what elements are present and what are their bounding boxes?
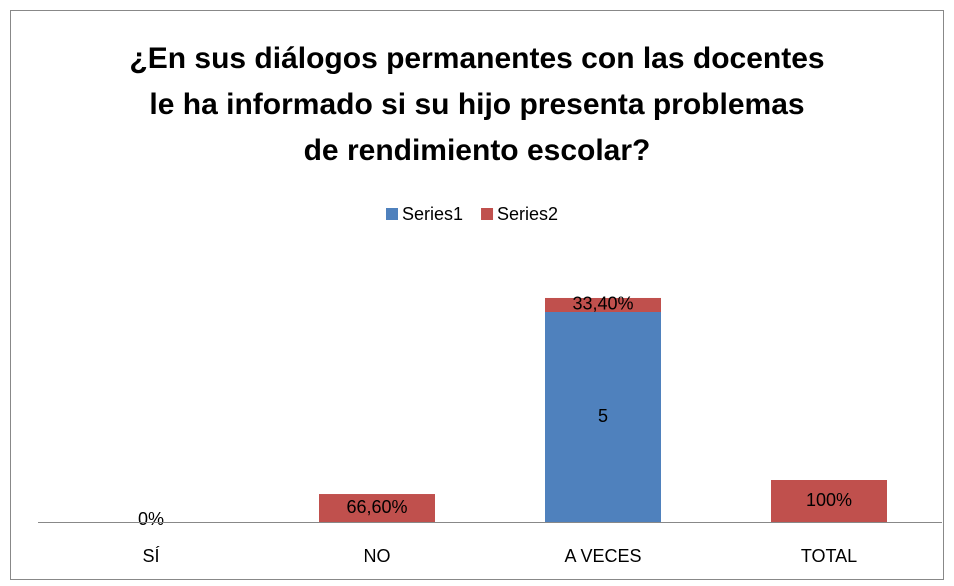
bar-segment [319, 494, 435, 522]
bar-segment [545, 297, 661, 312]
data-label: 100% [806, 490, 852, 510]
chart-title: ¿En sus diálogos permanentes con las doc… [129, 42, 824, 75]
data-label: 0% [138, 509, 164, 529]
x-tick-label: A VECES [564, 546, 641, 566]
bar-segment [545, 312, 661, 522]
bar-segment [771, 480, 887, 522]
data-label: 5 [598, 406, 608, 426]
x-tick-label: SÍ [142, 546, 159, 566]
data-label: 66,60% [346, 497, 407, 517]
legend-swatch [481, 208, 494, 220]
data-label: 33,40% [572, 294, 633, 314]
legend-label: Series2 [497, 204, 558, 224]
legend-swatch [386, 208, 398, 220]
legend-label: Series1 [402, 204, 463, 224]
chart-title: de rendimiento escolar? [304, 134, 651, 167]
x-tick-label: NO [364, 546, 391, 566]
chart-title: le ha informado si su hijo presenta prob… [149, 88, 804, 121]
x-tick-label: TOTAL [801, 546, 857, 566]
